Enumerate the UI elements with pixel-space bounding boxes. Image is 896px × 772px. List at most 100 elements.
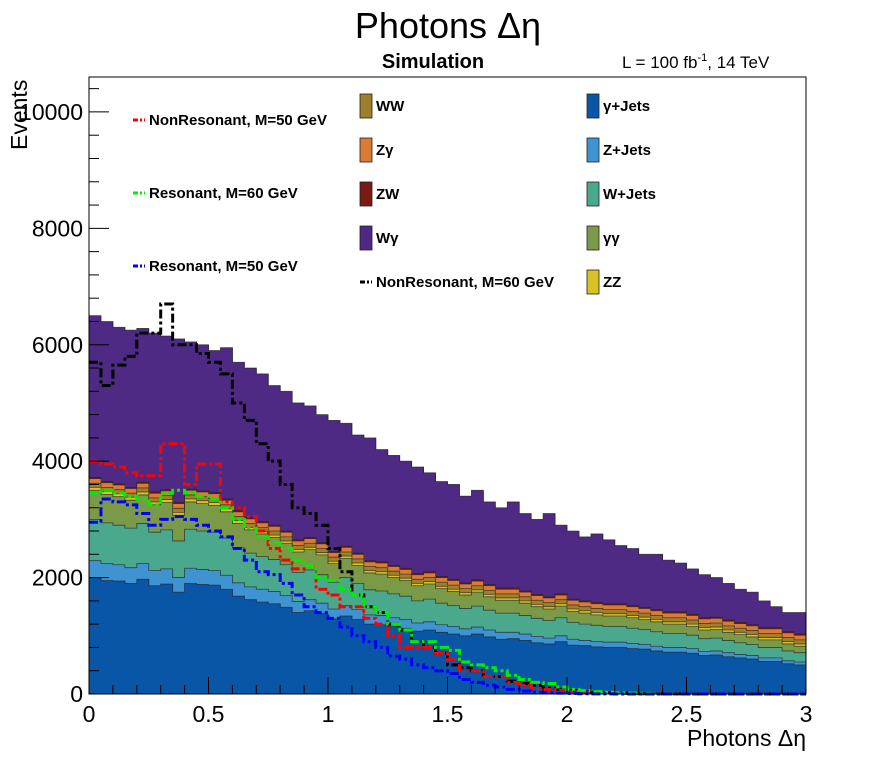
legend-label: W+Jets xyxy=(603,186,656,203)
bar-gamma_jets xyxy=(363,624,377,694)
bar-gamma_jets xyxy=(196,584,209,694)
legend-swatch xyxy=(359,181,373,207)
bar-gamma_jets xyxy=(244,599,257,694)
bar-gamma_jets xyxy=(256,602,269,694)
bar-gamma_jets xyxy=(650,650,663,694)
legend-label: WW xyxy=(376,98,405,115)
bar-gamma_jets xyxy=(208,585,221,694)
bar-gamma_jets xyxy=(555,641,568,694)
outline-w_jets xyxy=(88,518,807,694)
bar-gamma_jets xyxy=(100,580,114,694)
legend-label: Resonant, M=50 GeV xyxy=(149,258,298,275)
legend-entry-z_jets: Z+Jets xyxy=(586,137,651,163)
bar-gamma_jets xyxy=(387,626,401,694)
bar-gamma_jets xyxy=(351,619,365,694)
bar-gamma_jets xyxy=(292,612,305,694)
legend-entry-nonres_m60: NonResonant, M=60 GeV xyxy=(360,274,554,291)
legend-label: ZW xyxy=(376,186,400,203)
x-axis-title: Photons Δη xyxy=(687,725,806,751)
bar-gamma_jets xyxy=(124,583,138,694)
bar-gamma_jets xyxy=(734,657,747,694)
y-tick-label: 6000 xyxy=(32,332,83,358)
bar-gamma_jets xyxy=(602,647,616,694)
bar-gamma_jets xyxy=(89,577,102,694)
bar-gamma_jets xyxy=(686,653,699,694)
legend-label: NonResonant, M=50 GeV xyxy=(149,112,327,129)
y-axis-title: Events xyxy=(6,80,32,150)
bar-gamma_jets xyxy=(758,661,771,694)
y-tick-label: 10000 xyxy=(19,99,83,125)
bar-gamma_jets xyxy=(268,603,281,694)
chart-title: Photons Δη xyxy=(355,5,541,46)
bar-gamma_jets xyxy=(722,656,735,694)
legend-swatch xyxy=(359,93,373,119)
bar-gamma_jets xyxy=(638,649,652,694)
luminosity-text: L = 100 fb xyxy=(622,53,697,72)
x-tick-label: 1.5 xyxy=(432,701,464,727)
bar-gamma_jets xyxy=(746,659,759,694)
legend-label: Resonant, M=60 GeV xyxy=(149,185,298,202)
legend-entry-nonres_m50: NonResonant, M=50 GeV xyxy=(133,112,327,129)
legend-swatch xyxy=(586,137,600,163)
bar-gamma_jets xyxy=(172,592,185,694)
legend-swatch xyxy=(586,225,600,251)
outline-Zgamma xyxy=(88,478,807,694)
luminosity-exponent: -1 xyxy=(697,52,707,64)
outline-z_jets xyxy=(88,560,807,694)
legend-swatch xyxy=(359,137,373,163)
bar-gamma_jets xyxy=(543,643,556,694)
bar-gamma_jets xyxy=(232,596,245,694)
x-tick-label: 1 xyxy=(322,701,335,727)
y-tick-label: 2000 xyxy=(32,565,83,591)
x-tick-label: 2.5 xyxy=(671,701,703,727)
bar-gamma_jets xyxy=(614,647,628,694)
legend-entry-Zgamma: Zγ xyxy=(359,137,394,163)
outline-gammagamma xyxy=(88,489,807,694)
legend-entry-WW: WW xyxy=(359,93,405,119)
legend-swatch xyxy=(586,269,600,295)
bar-gamma_jets xyxy=(184,583,197,694)
luminosity-energy: , 14 TeV xyxy=(707,53,770,72)
legend-label: γ+Jets xyxy=(603,98,650,115)
bar-gamma_jets xyxy=(770,661,783,694)
x-tick-label: 3 xyxy=(800,701,813,727)
luminosity-label: L = 100 fb-1, 14 TeV xyxy=(622,52,770,72)
legend-entry-w_jets: W+Jets xyxy=(586,181,656,207)
legend-label: Zγ xyxy=(376,142,394,159)
bar-gamma_jets xyxy=(483,636,496,694)
chart-subtitle: Simulation xyxy=(382,51,484,73)
bar-gamma_jets xyxy=(411,631,424,694)
stacked-histogram xyxy=(88,315,807,694)
legend-entry-ZZ: ZZ xyxy=(586,269,621,295)
bar-gamma_jets xyxy=(112,581,126,694)
legend-swatch xyxy=(586,93,600,119)
legend-swatch xyxy=(359,225,373,251)
bar-gamma_jets xyxy=(304,610,317,694)
bar-gamma_jets xyxy=(794,664,807,694)
x-tick-label: 2 xyxy=(561,701,574,727)
bar-gamma_jets xyxy=(399,628,413,694)
legend-label: Wγ xyxy=(376,230,399,247)
stack-gamma_jets xyxy=(88,577,807,694)
legend-entry-gammagamma: γγ xyxy=(586,225,620,251)
bar-gamma_jets xyxy=(626,648,640,694)
bar-gamma_jets xyxy=(698,655,711,694)
bar-gamma_jets xyxy=(160,583,174,694)
bar-gamma_jets xyxy=(782,663,795,694)
bar-gamma_jets xyxy=(136,579,150,694)
bar-gamma_jets xyxy=(423,629,436,694)
bar-gamma_jets xyxy=(328,618,341,694)
y-tick-label: 0 xyxy=(70,681,83,707)
legend-label: ZZ xyxy=(603,274,621,291)
bar-gamma_jets xyxy=(220,589,233,694)
bar-gamma_jets xyxy=(375,624,389,694)
line-res_m60 xyxy=(89,488,806,696)
bar-gamma_jets xyxy=(710,655,723,694)
bar-gamma_jets xyxy=(495,639,508,694)
legend-entry-res_m50: Resonant, M=50 GeV xyxy=(133,258,298,275)
legend-label: NonResonant, M=60 GeV xyxy=(376,274,554,291)
legend-label: γγ xyxy=(603,230,620,247)
bar-gamma_jets xyxy=(590,646,604,694)
bar-gamma_jets xyxy=(280,607,293,694)
legend-label: Z+Jets xyxy=(603,142,651,159)
